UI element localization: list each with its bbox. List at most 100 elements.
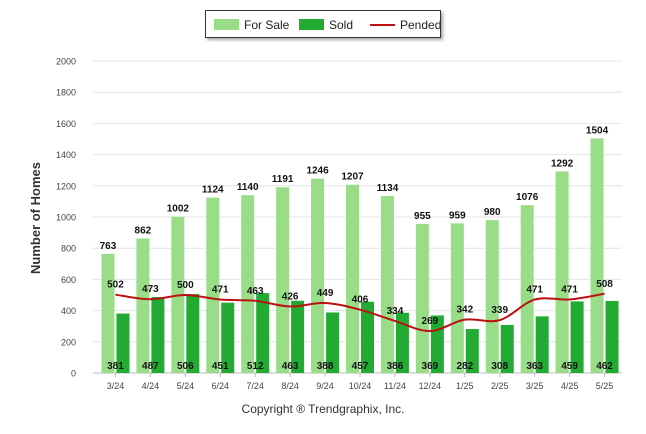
bar-for-sale [136, 238, 150, 373]
data-label-pended: 426 [282, 292, 299, 303]
bar-for-sale [520, 205, 534, 373]
y-tick-label: 2000 [56, 57, 76, 67]
data-label-sold: 457 [352, 361, 369, 372]
bar-for-sale [415, 224, 429, 373]
x-tick-label: 1/25 [456, 381, 474, 391]
data-label-sold: 459 [561, 361, 578, 372]
data-label-for-sale: 763 [100, 241, 117, 252]
bar-sold [605, 300, 619, 373]
x-tick-label: 6/24 [212, 381, 230, 391]
bar-for-sale [450, 223, 464, 373]
y-tick-label: 1400 [56, 150, 76, 160]
x-tick-label: 5/24 [177, 381, 195, 391]
bar-for-sale [485, 220, 499, 373]
legend-swatch-pended [370, 24, 395, 26]
bar-for-sale [241, 195, 255, 373]
bar-sold [361, 301, 374, 373]
x-tick-label: 4/24 [142, 381, 160, 391]
bar-for-sale [346, 184, 359, 373]
data-label-for-sale: 959 [449, 210, 466, 221]
data-label-for-sale: 1124 [202, 185, 224, 196]
pended-line-group [115, 292, 605, 333]
data-label-sold: 282 [456, 361, 473, 372]
data-label-sold: 487 [142, 361, 159, 372]
data-label-sold: 506 [177, 361, 194, 372]
data-label-sold: 451 [212, 361, 229, 372]
legend-label-pended: Pended [400, 18, 442, 32]
bar-sold [256, 293, 270, 373]
bar-for-sale [206, 197, 220, 373]
data-label-sold: 386 [387, 361, 404, 372]
y-axis-label: Number of Homes [28, 162, 43, 274]
y-tick-label: 1600 [56, 119, 76, 129]
data-label-pended: 334 [387, 306, 404, 317]
data-label-sold: 363 [526, 361, 543, 372]
legend-label-for-sale: For Sale [244, 18, 290, 32]
y-tick-label: 600 [61, 275, 76, 285]
x-tick-label: 8/24 [281, 381, 299, 391]
data-label-for-sale: 1504 [586, 125, 609, 136]
data-label-for-sale: 1002 [167, 204, 190, 215]
bar-sold [326, 312, 340, 373]
data-label-sold: 463 [282, 361, 299, 372]
data-label-pended: 508 [596, 279, 613, 290]
y-tick-label: 200 [61, 337, 76, 347]
x-tick-label: 10/24 [349, 381, 372, 391]
bar-sold [535, 316, 549, 373]
legend-label-sold: Sold [329, 18, 354, 32]
data-label-for-sale: 955 [414, 211, 431, 222]
bar-for-sale [590, 138, 604, 373]
bar-sold [151, 297, 165, 373]
bar-sold [500, 324, 514, 373]
data-label-pended: 500 [177, 280, 194, 291]
data-label-for-sale: 1140 [237, 182, 259, 193]
bar-sold [291, 300, 305, 373]
data-label-for-sale: 1191 [272, 174, 294, 185]
data-label-pended: 471 [212, 285, 229, 296]
data-label-sold: 369 [422, 361, 439, 372]
data-label-pended: 449 [317, 288, 334, 299]
x-tick-label: 11/24 [384, 381, 406, 391]
bar-for-sale [276, 187, 290, 373]
legend-swatch-for-sale [214, 19, 239, 30]
copyright-text: Copyright ® Trendgraphix, Inc. [241, 402, 405, 416]
data-label-sold: 512 [247, 361, 264, 372]
x-axis-ticks: 3/24 4/24 5/24 6/24 7/24 8/24 9/24 10/24 11/24 12… [107, 373, 614, 391]
data-label-for-sale: 1076 [516, 192, 539, 203]
y-tick-label: 1800 [56, 88, 76, 98]
data-label-sold: 381 [107, 361, 124, 372]
x-tick-label: 7/24 [246, 381, 264, 391]
data-label-pended: 269 [422, 316, 439, 327]
bar-for-sale [311, 178, 325, 373]
bar-sold [116, 313, 130, 373]
x-tick-label: 9/24 [316, 381, 334, 391]
bar-sold [186, 294, 200, 373]
bar-for-sale [555, 171, 569, 373]
data-label-for-sale: 1207 [341, 172, 364, 183]
x-tick-label: 5/25 [596, 381, 614, 391]
data-label-pended: 342 [456, 305, 473, 316]
legend: For Sale Sold Pended [205, 10, 441, 38]
data-label-for-sale: 1292 [551, 158, 574, 169]
bar-for-sale [101, 253, 115, 373]
data-label-for-sale: 862 [135, 226, 152, 237]
data-label-pended: 406 [352, 295, 369, 306]
x-tick-label: 3/24 [107, 381, 125, 391]
pended-line [115, 292, 605, 333]
y-tick-label: 400 [61, 306, 76, 316]
data-label-sold: 308 [491, 361, 508, 372]
y-tick-label: 1000 [56, 213, 76, 223]
legend-swatch-sold [299, 19, 324, 30]
data-label-pended: 471 [526, 285, 543, 296]
data-label-for-sale: 1134 [377, 183, 399, 194]
y-tick-label: 1200 [56, 181, 76, 191]
data-label-pended: 463 [247, 286, 264, 297]
y-tick-label: 800 [61, 244, 76, 254]
data-label-sold: 388 [317, 361, 334, 372]
x-tick-label: 2/25 [491, 381, 509, 391]
x-tick-label: 12/24 [419, 381, 442, 391]
data-label-pended: 473 [142, 284, 159, 295]
x-tick-label: 4/25 [561, 381, 579, 391]
data-label-pended: 339 [491, 305, 508, 316]
